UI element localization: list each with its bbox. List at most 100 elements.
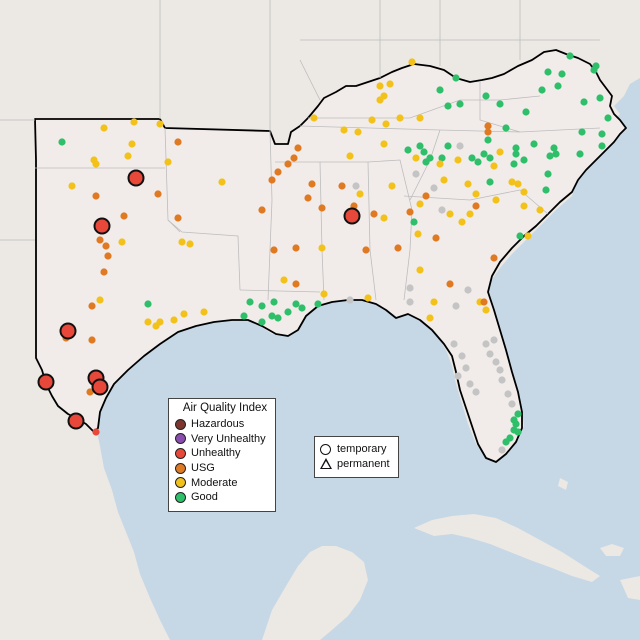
monitor-point[interactable] [408,58,416,66]
monitor-point[interactable] [604,114,612,122]
monitor-point[interactable] [68,182,76,190]
monitor-point[interactable] [394,244,402,252]
monitor-point[interactable] [284,160,292,168]
monitor-point[interactable] [318,204,326,212]
monitor-point[interactable] [174,138,182,146]
monitor-point[interactable] [536,206,544,214]
monitor-point[interactable] [406,208,414,216]
monitor-point[interactable] [486,350,494,358]
monitor-point[interactable] [364,294,372,302]
monitor-point[interactable] [388,182,396,190]
monitor-point[interactable] [340,126,348,134]
monitor-point[interactable] [504,390,512,398]
monitor-point[interactable] [508,400,516,408]
monitor-point[interactable] [268,312,276,320]
monitor-point[interactable] [486,178,494,186]
monitor-point[interactable] [338,182,346,190]
monitor-point[interactable] [270,298,278,306]
monitor-point[interactable] [144,318,152,326]
monitor-point[interactable] [456,142,464,150]
monitor-point-temporary-unhealthy[interactable] [127,169,145,187]
monitor-point[interactable] [406,298,414,306]
monitor-point[interactable] [292,244,300,252]
monitor-point[interactable] [466,210,474,218]
monitor-point[interactable] [170,316,178,324]
monitor-point[interactable] [546,152,554,160]
monitor-point[interactable] [258,206,266,214]
monitor-point[interactable] [430,298,438,306]
monitor-point[interactable] [376,82,384,90]
monitor-point[interactable] [380,214,388,222]
monitor-point[interactable] [396,114,404,122]
monitor-point[interactable] [466,380,474,388]
monitor-point[interactable] [386,80,394,88]
monitor-point[interactable] [598,130,606,138]
monitor-point[interactable] [412,154,420,162]
monitor-point-temporary-unhealthy[interactable] [67,412,85,430]
monitor-point[interactable] [128,140,136,148]
monitor-point[interactable] [356,190,364,198]
monitor-point[interactable] [530,140,538,148]
monitor-point[interactable] [520,156,528,164]
monitor-point[interactable] [454,156,462,164]
monitor-point[interactable] [492,196,500,204]
monitor-point[interactable] [458,218,466,226]
monitor-point[interactable] [446,280,454,288]
monitor-point[interactable] [446,210,454,218]
monitor-point[interactable] [320,290,328,298]
monitor-point[interactable] [88,302,96,310]
monitor-point[interactable] [304,194,312,202]
monitor-point[interactable] [178,238,186,246]
monitor-point-temporary-unhealthy[interactable] [93,217,111,235]
monitor-point[interactable] [492,358,500,366]
monitor-point[interactable] [514,428,522,436]
monitor-point[interactable] [240,312,248,320]
monitor-point[interactable] [444,102,452,110]
monitor-point[interactable] [284,308,292,316]
monitor-point[interactable] [346,152,354,160]
monitor-point[interactable] [120,212,128,220]
monitor-point[interactable] [92,192,100,200]
monitor-point[interactable] [490,254,498,262]
monitor-point[interactable] [318,244,326,252]
monitor-point[interactable] [516,232,524,240]
monitor-point[interactable] [406,284,414,292]
monitor-point[interactable] [292,300,300,308]
monitor-point[interactable] [180,310,188,318]
monitor-point[interactable] [96,236,104,244]
monitor-point[interactable] [474,158,482,166]
monitor-point[interactable] [452,74,460,82]
monitor-point[interactable] [416,114,424,122]
monitor-point[interactable] [382,120,390,128]
monitor-point[interactable] [294,144,302,152]
monitor-point[interactable] [566,52,574,60]
monitor-point[interactable] [164,158,172,166]
monitor-point[interactable] [522,108,530,116]
monitor-point[interactable] [174,214,182,222]
monitor-point-temporary-unhealthy[interactable] [343,207,361,225]
monitor-point[interactable] [102,242,110,250]
monitor-point[interactable] [450,340,458,348]
monitor-point[interactable] [96,296,104,304]
monitor-point[interactable] [310,114,318,122]
monitor-point[interactable] [410,218,418,226]
monitor-point[interactable] [482,340,490,348]
monitor-point[interactable] [414,230,422,238]
monitor-point[interactable] [118,238,126,246]
monitor-point[interactable] [484,136,492,144]
monitor-point[interactable] [368,116,376,124]
monitor-point[interactable] [426,154,434,162]
monitor-point[interactable] [552,150,560,158]
monitor-point[interactable] [274,168,282,176]
monitor-point[interactable] [92,160,100,168]
monitor-point[interactable] [496,148,504,156]
monitor-point[interactable] [354,128,362,136]
monitor-point[interactable] [314,300,322,308]
monitor-point[interactable] [482,92,490,100]
monitor-point[interactable] [92,428,100,436]
monitor-point[interactable] [484,128,492,136]
monitor-point[interactable] [404,146,412,154]
monitor-point-temporary-unhealthy[interactable] [37,373,55,391]
monitor-point[interactable] [438,206,446,214]
monitor-point[interactable] [144,300,152,308]
